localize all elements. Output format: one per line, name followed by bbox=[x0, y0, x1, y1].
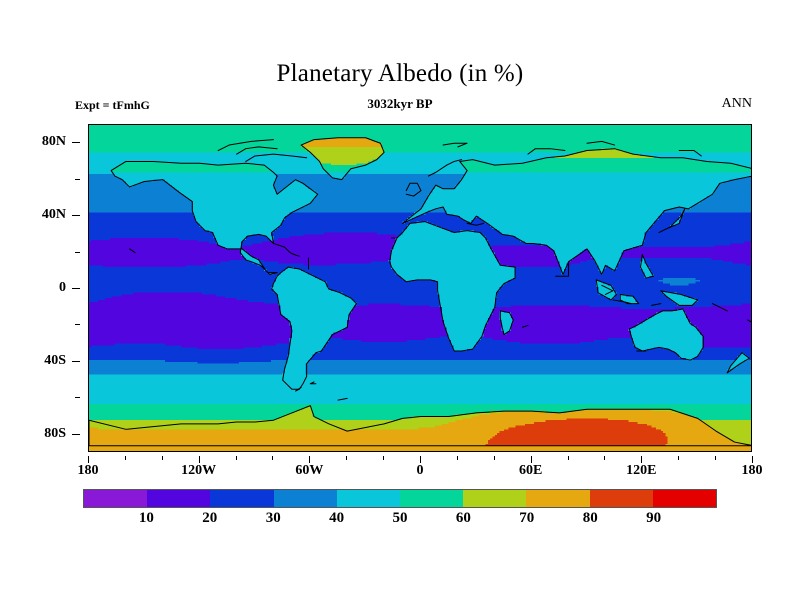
x-axis-label: 120W bbox=[181, 463, 217, 478]
colorbar-band bbox=[84, 490, 148, 507]
colorbar-band bbox=[400, 490, 464, 507]
colorbar-tick-label: 20 bbox=[202, 510, 218, 526]
x-axis-tick bbox=[88, 456, 89, 463]
colorbar-band bbox=[147, 490, 211, 507]
x-axis-label: 180 bbox=[77, 463, 99, 478]
x-axis-minor-tick bbox=[604, 456, 606, 460]
experiment-label: Expt = tFmhG bbox=[75, 98, 150, 112]
colorbar-band bbox=[336, 490, 401, 507]
x-axis-tick bbox=[420, 456, 421, 463]
x-axis-tick bbox=[530, 456, 532, 463]
map-plot-area bbox=[88, 124, 752, 452]
x-axis-tick bbox=[309, 456, 311, 463]
season-label: ANN bbox=[721, 96, 752, 111]
y-axis-label: 80S bbox=[44, 425, 66, 441]
colorbar-band bbox=[652, 490, 717, 507]
x-axis-minor-tick bbox=[161, 456, 163, 460]
colorbar bbox=[83, 489, 717, 508]
colorbar-band bbox=[210, 490, 274, 507]
colorbar-band bbox=[589, 490, 653, 507]
colorbar-tick-label: 50 bbox=[392, 510, 408, 526]
albedo-map bbox=[89, 125, 751, 451]
x-axis-minor-tick bbox=[272, 456, 274, 460]
x-axis-minor-tick bbox=[493, 456, 495, 460]
x-axis-minor-tick bbox=[235, 456, 237, 460]
y-axis-tick bbox=[72, 142, 80, 144]
colorbar-tick-label: 10 bbox=[138, 510, 154, 526]
colorbar-tick-label: 90 bbox=[646, 510, 662, 526]
x-axis-tick bbox=[641, 456, 643, 463]
x-axis-tick bbox=[752, 456, 753, 463]
x-axis-minor-tick bbox=[383, 456, 385, 460]
x-axis-minor-tick bbox=[456, 456, 458, 460]
page-title: Planetary Albedo (in %) bbox=[276, 60, 524, 87]
colorbar-band bbox=[463, 490, 527, 507]
x-axis-minor-tick bbox=[346, 456, 348, 460]
colorbar-tick-label: 80 bbox=[582, 510, 598, 526]
y-axis-labels: 80N 40N 0 40S 80S bbox=[0, 124, 80, 452]
colorbar-band bbox=[526, 490, 590, 507]
y-axis-minor-tick bbox=[75, 178, 80, 180]
x-axis-label: 180 bbox=[741, 463, 763, 478]
x-axis-minor-tick bbox=[124, 456, 126, 460]
x-axis-labels: 180 120W 60W 0 60E 120E 180 bbox=[78, 456, 763, 478]
x-axis-minor-tick bbox=[567, 456, 569, 460]
coastline-overlay bbox=[89, 137, 751, 447]
x-axis-label: 60E bbox=[518, 463, 543, 478]
colorbar-labels: 10 20 30 40 50 60 70 80 90 bbox=[83, 510, 717, 534]
figure-subtitle: 3032kyr BP bbox=[367, 96, 433, 111]
x-axis-label: 120E bbox=[626, 463, 657, 478]
y-axis-tick bbox=[72, 288, 80, 289]
y-axis-tick bbox=[72, 433, 80, 435]
y-axis-tick bbox=[72, 215, 80, 217]
y-axis-minor-tick bbox=[75, 251, 80, 253]
y-axis-label: 40S bbox=[44, 352, 66, 368]
x-axis-label: 0 bbox=[416, 463, 424, 478]
colorbar-tick-label: 30 bbox=[265, 510, 281, 526]
y-axis-minor-tick bbox=[75, 324, 80, 326]
y-axis-tick bbox=[72, 360, 80, 362]
colorbar-tick-label: 40 bbox=[329, 510, 345, 526]
colorbar-band bbox=[273, 490, 337, 507]
y-axis-label: 40N bbox=[41, 207, 66, 223]
x-axis-tick bbox=[198, 456, 200, 463]
colorbar-tick-label: 60 bbox=[455, 510, 471, 526]
albedo-contour-bands bbox=[89, 125, 751, 451]
x-axis-label: 60W bbox=[295, 463, 324, 478]
colorbar-tick-label: 70 bbox=[519, 510, 535, 526]
y-axis-label: 80N bbox=[41, 134, 66, 150]
y-axis-label: 0 bbox=[59, 280, 66, 295]
x-axis-minor-tick bbox=[715, 456, 717, 460]
y-axis-minor-tick bbox=[75, 397, 80, 399]
x-axis-minor-tick bbox=[678, 456, 680, 460]
